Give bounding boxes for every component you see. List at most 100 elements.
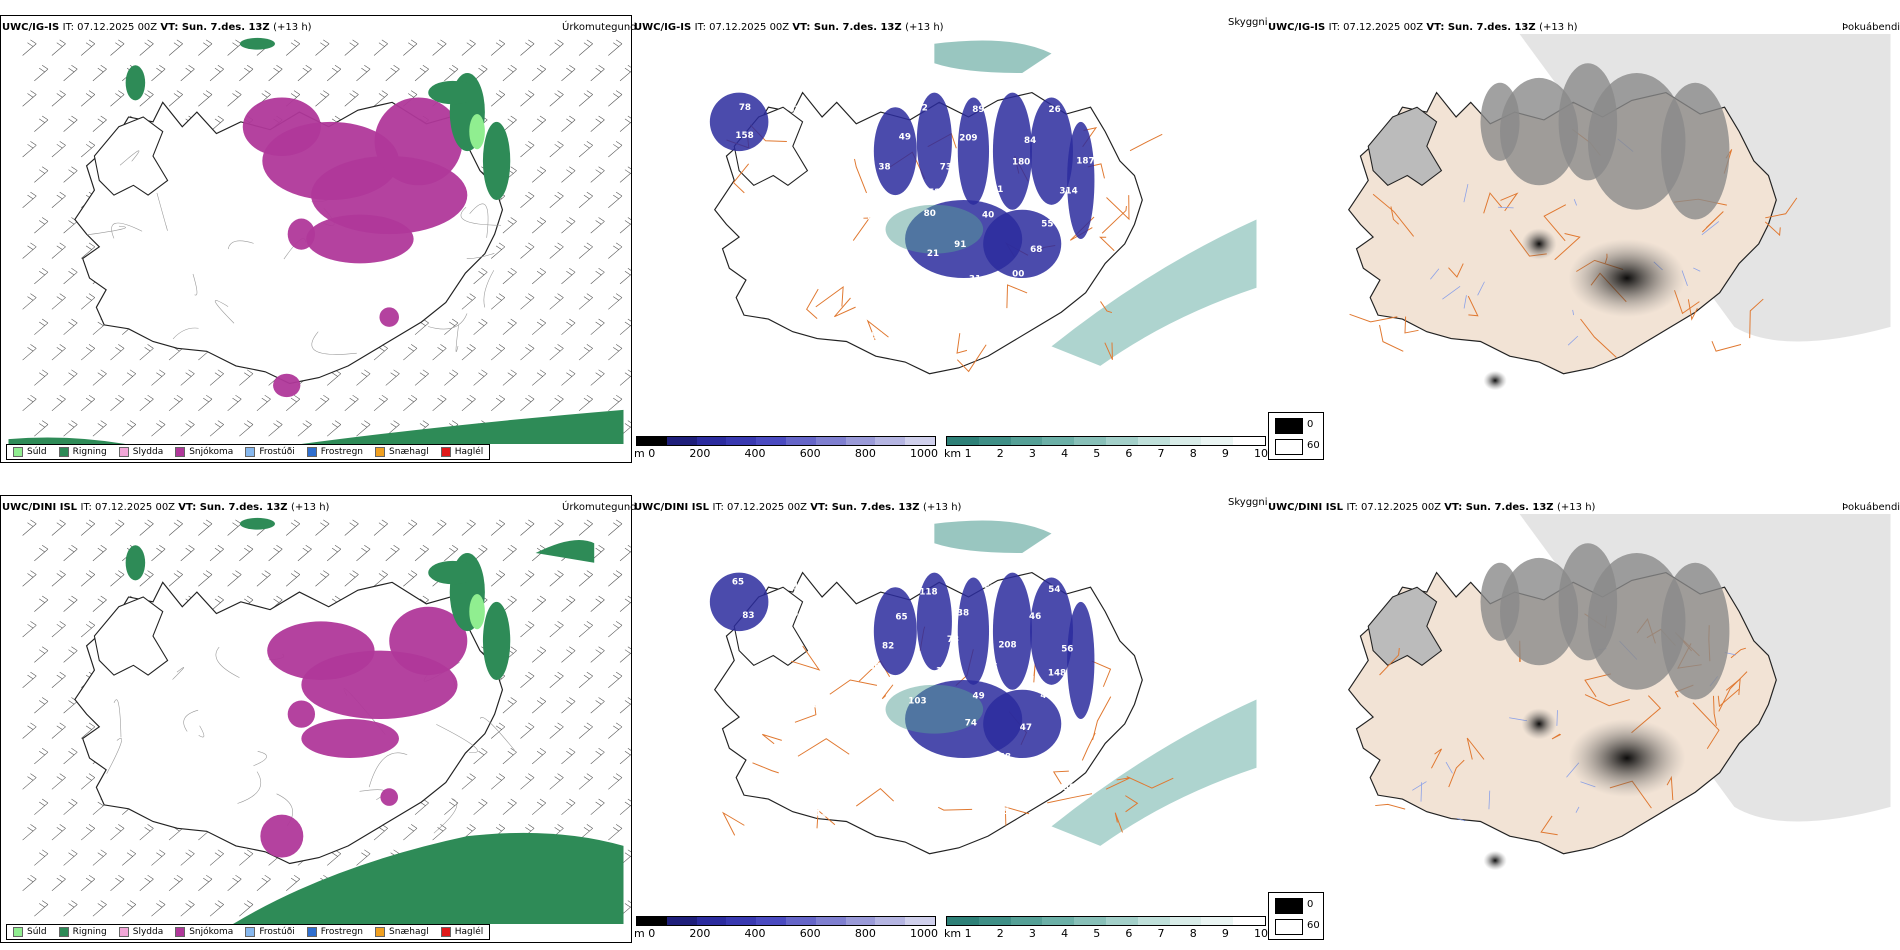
valid-time: Sun. 7.des. 13Z — [813, 22, 906, 33]
snow-height-label: 61 — [788, 105, 800, 115]
legend-label: Haglél — [454, 927, 484, 937]
legend-label: Snjókoma — [189, 927, 234, 937]
snow-height-label: 66 — [786, 609, 798, 619]
snow-height-label: 118 — [919, 587, 937, 597]
snow-height-label: 193 — [844, 274, 862, 284]
init-time: IT: 07.12.2025 00Z — [62, 22, 161, 33]
fog-legend-swatch — [1275, 418, 1303, 434]
precip-type-map — [8, 37, 631, 444]
valid-time: Sun. 7.des. 13Z — [1465, 502, 1558, 513]
visibility-map: 78 43 60 54 80 91 00 52 55 61 43 38 52 40 68 41 52 107 56 4… — [709, 40, 1257, 375]
snow-height-label: 73 — [947, 635, 959, 645]
legend-swatch — [118, 447, 129, 457]
snow-height-label: 80 — [758, 221, 770, 231]
snow-height-label: 62 — [847, 609, 859, 619]
legend-item: Snæhagl — [375, 447, 429, 457]
visibility-map: 65 66 69 80 103 74 58 50 48 41 62 82 134 49 47 84 58 42 32… — [709, 520, 1257, 855]
valid-time: Sun. 7.des. 13Z — [181, 22, 274, 33]
snow-height-label: 41 — [787, 583, 799, 593]
visibility-colorbar-ticks: km 1 2 3 4 5 6 7 8 9 10 — [944, 447, 1268, 461]
legend-swatch — [375, 447, 386, 457]
snow-height-label: 54 — [1048, 585, 1060, 595]
lead-time: (+13 h) — [923, 502, 962, 513]
valid-time: Sun. 7.des. 13Z — [831, 502, 924, 513]
snow-height-label: 60 — [821, 782, 833, 792]
legend-item: Frostregn — [306, 927, 363, 937]
legend-swatch — [440, 447, 451, 457]
legend-label: Rigning — [72, 927, 107, 937]
colorbar-tick: 3 — [1028, 927, 1036, 940]
snow-height-label: 102 — [783, 728, 801, 738]
snow-height-label: 208 — [998, 641, 1016, 651]
legend-label: Slydda — [132, 447, 164, 457]
colorbar-tick: 4 — [1061, 927, 1069, 940]
colorbar-tick: 8 — [1189, 447, 1197, 460]
snow-height-label: 113 — [769, 638, 787, 648]
snow-height-label: 56 — [859, 103, 871, 113]
snow-height-label: 83 — [742, 611, 754, 621]
snow-height-label: 102 — [910, 103, 928, 113]
snow-height-label: 51 — [819, 190, 831, 200]
legend-swatch — [118, 927, 129, 937]
legend-swatch — [306, 447, 317, 457]
snow-height-label: 48 — [1040, 691, 1052, 701]
legend-item: Snjókoma — [175, 447, 233, 457]
fog-legend-swatch — [1275, 898, 1303, 914]
colorbar-tick: 4 — [1061, 447, 1069, 460]
fog-legend-swatch — [1275, 439, 1303, 455]
snow-height-label: 103 — [908, 696, 926, 706]
snow-height-label: 42 — [815, 809, 827, 819]
fog-legend-swatch — [1275, 919, 1303, 935]
snow-height-label: 116 — [759, 672, 777, 682]
lead-time: (+13 h) — [905, 22, 944, 33]
precip-type-title: Úrkomutegund — [562, 22, 637, 33]
fog-legend-label: 60 — [1307, 440, 1320, 451]
snow-height-label: 57 — [795, 240, 807, 250]
legend-label: Snæhagl — [389, 927, 429, 937]
lead-time: (+13 h) — [273, 22, 312, 33]
colorbar-tick: m 0 — [634, 447, 656, 460]
snow-height-label: 78 — [739, 103, 751, 113]
model-name: UWC/DINI ISL — [1268, 502, 1347, 513]
init-time: IT: 07.12.2025 00Z — [1346, 502, 1445, 513]
model-name: UWC/IG-IS — [2, 22, 63, 33]
legend-swatch — [306, 927, 317, 937]
visibility-colorbar-ticks: km 1 2 3 4 5 6 7 8 9 10 — [944, 927, 1268, 941]
snow-height-label: 50 — [1063, 783, 1075, 793]
snow-height-label: 70 — [926, 812, 938, 822]
snow-height-label: 38 — [878, 163, 890, 173]
snow-height-label: 49 — [848, 752, 860, 762]
legend-label: Haglél — [454, 447, 484, 457]
fog-legend-label: 60 — [1307, 920, 1320, 931]
snow-height-label: 26 — [1049, 105, 1061, 115]
legend-label: Frostúði — [259, 447, 295, 457]
init-time: IT: 07.12.2025 00Z — [1328, 22, 1427, 33]
precip-type-legend: Súld Rigning Slydda Snjókoma Frostúði Frostre… — [6, 444, 491, 460]
legend-item: Slydda — [118, 447, 164, 457]
snow-height-label: 134 — [936, 667, 954, 677]
snow-height-label: 43 — [945, 787, 957, 797]
legend-label: Frostregn — [320, 447, 364, 457]
snow-height-label: 314 — [1059, 187, 1077, 197]
snow-height-label: 48 — [749, 807, 761, 817]
colorbar-tick: 1000 — [910, 447, 938, 460]
visibility-colorbar — [946, 916, 1266, 926]
snow-height-label: 55 — [745, 326, 757, 336]
snow-height-label: 148 — [1048, 669, 1066, 679]
legend-swatch — [175, 927, 186, 937]
colorbar-tick: km 1 — [944, 447, 972, 460]
height-colorbar — [636, 436, 936, 446]
snow-height-label: 85 — [932, 333, 944, 343]
model-name: UWC/IG-IS — [634, 22, 695, 33]
fog-indicator-map — [1347, 514, 1891, 871]
snow-height-label: 00 — [1012, 270, 1024, 280]
snow-height-label: 32 — [855, 579, 867, 589]
lead-time: (+13 h) — [1557, 502, 1596, 513]
fog-panel-header: UWC/DINI ISL IT: 07.12.2025 00Z VT: Sun.… — [1268, 502, 1595, 513]
snow-height-label: 91 — [954, 240, 966, 250]
legend-item: Haglél — [440, 447, 484, 457]
colorbar-tick: 7 — [1157, 927, 1165, 940]
snow-height-label: 39 — [894, 273, 906, 283]
colorbar-tick: 600 — [799, 927, 821, 940]
valid-time: Sun. 7.des. 13Z — [199, 502, 292, 513]
